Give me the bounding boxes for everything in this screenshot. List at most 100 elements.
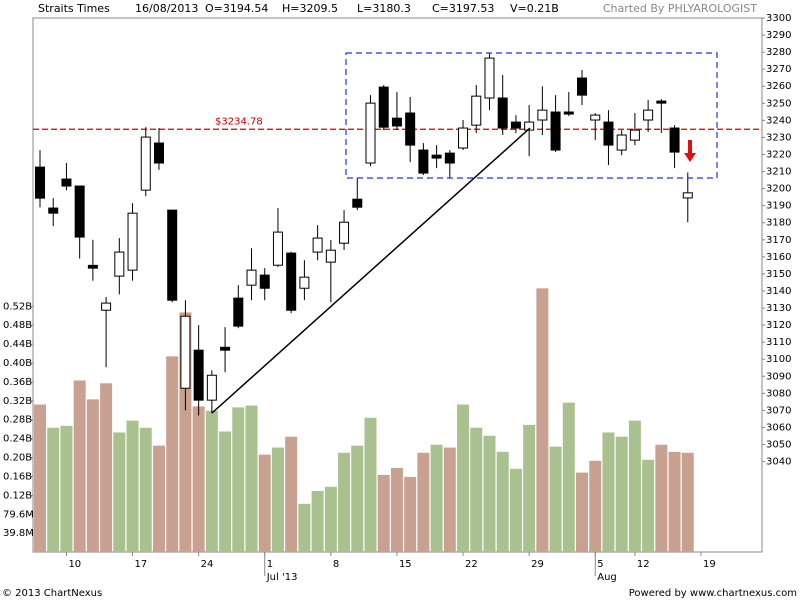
y-tick-label: 3280 [766, 47, 791, 58]
candle-body [206, 374, 217, 401]
y-tick-label: 3260 [766, 81, 791, 92]
y-tick-label: 3130 [766, 303, 791, 314]
volume-tick-label: 0.32B [3, 396, 32, 407]
y-tick-label: 3170 [766, 235, 791, 246]
candle-body [682, 192, 693, 199]
candle-body [220, 346, 231, 351]
volume-bar [192, 406, 205, 552]
volume-bar [430, 444, 443, 552]
powered-by: Powered by www.chartnexus.com [629, 588, 797, 599]
volume-bar [232, 407, 245, 552]
y-tick-label: 3160 [766, 252, 791, 263]
candle-body [643, 109, 654, 121]
volume-bar [681, 452, 694, 552]
volume-bar [205, 410, 218, 552]
x-tick-label: 5 [597, 559, 603, 570]
volume-bar [589, 460, 602, 552]
y-tick-label: 3250 [766, 98, 791, 109]
candle-body [550, 111, 561, 151]
candle-body [431, 154, 442, 159]
y-tick-label: 3090 [766, 371, 791, 382]
candle-body [312, 237, 323, 253]
candle-body [180, 315, 191, 389]
y-tick-label: 3150 [766, 269, 791, 280]
candle-body [378, 86, 389, 128]
candle-body [418, 149, 429, 174]
volume-bar [443, 447, 456, 552]
volume-tick-label: 79.6M [3, 509, 34, 520]
volume-bar [351, 445, 364, 552]
candle-body [153, 142, 164, 164]
x-tick-label: 1 [267, 559, 273, 570]
volume-tick-label: 0.16B [3, 471, 32, 482]
trend-line [211, 127, 531, 414]
volume-bar [377, 474, 390, 552]
volume-bar [470, 427, 483, 552]
highlight-box [345, 52, 718, 179]
volume-bar [549, 446, 562, 552]
x-tick-label: 29 [531, 559, 544, 570]
volume-bar [483, 435, 496, 552]
volume-tick-label: 0.20B [3, 452, 32, 463]
candle-body [656, 100, 667, 104]
header-low: L=3180.3 [357, 2, 411, 15]
volume-bar [536, 288, 549, 552]
candle-body [61, 178, 72, 187]
reference-label: $3234.78 [215, 116, 263, 127]
y-tick-label: 3220 [766, 149, 791, 160]
candle-body [603, 121, 614, 146]
volume-bar [60, 425, 73, 552]
y-tick-label: 3070 [766, 405, 791, 416]
y-tick-label: 3270 [766, 64, 791, 75]
volume-bar [404, 476, 417, 552]
volume-bar [338, 452, 351, 552]
volume-bar [47, 427, 60, 552]
copyright: © 2013 ChartNexus [2, 588, 102, 599]
price-layer [33, 52, 762, 416]
volume-bar [100, 383, 113, 552]
candle-body [365, 102, 376, 164]
volume-tick-label: 39.8M [3, 528, 34, 539]
month-label: Aug [597, 572, 617, 583]
candle-body [286, 252, 297, 311]
volume-tick-label: 0.40B [3, 358, 32, 369]
x-tick-label: 8 [333, 559, 339, 570]
y-tick-label: 3190 [766, 201, 791, 212]
candle-body [167, 209, 178, 301]
y-tick-label: 3230 [766, 132, 791, 143]
y-tick-label: 3080 [766, 388, 791, 399]
y-tick-label: 3200 [766, 184, 791, 195]
candle-body [510, 121, 521, 129]
volume-layer [34, 288, 694, 552]
candle-body [669, 127, 680, 153]
candle-body [471, 95, 482, 126]
candle-body [325, 249, 336, 263]
volume-bar [73, 380, 86, 552]
header-open: O=3194.54 [205, 2, 268, 15]
volume-bar [668, 451, 681, 552]
chart-title: Straits Times [38, 2, 110, 15]
candle-body [537, 109, 548, 121]
header-date: 16/08/2013 [135, 2, 198, 15]
candle-body [458, 127, 469, 149]
volume-bar [324, 486, 337, 552]
volume-bar [602, 432, 615, 552]
down-arrow [684, 140, 696, 162]
header-close: C=3197.53 [432, 2, 494, 15]
volume-bar [457, 404, 470, 552]
y-tick-label: 3110 [766, 337, 791, 348]
volume-bar [311, 491, 324, 552]
candle-body [590, 114, 601, 121]
y-tick-label: 3100 [766, 354, 791, 365]
volume-bar [642, 459, 655, 552]
x-tick-label: 12 [637, 559, 650, 570]
x-tick-label: 17 [135, 559, 148, 570]
volume-bar [219, 431, 232, 552]
volume-tick-label: 0.48B [3, 320, 32, 331]
candle-body [299, 276, 310, 289]
volume-bar [298, 503, 311, 552]
volume-bar [285, 436, 298, 552]
x-tick-label: 19 [703, 559, 716, 570]
candle-body [484, 57, 495, 99]
